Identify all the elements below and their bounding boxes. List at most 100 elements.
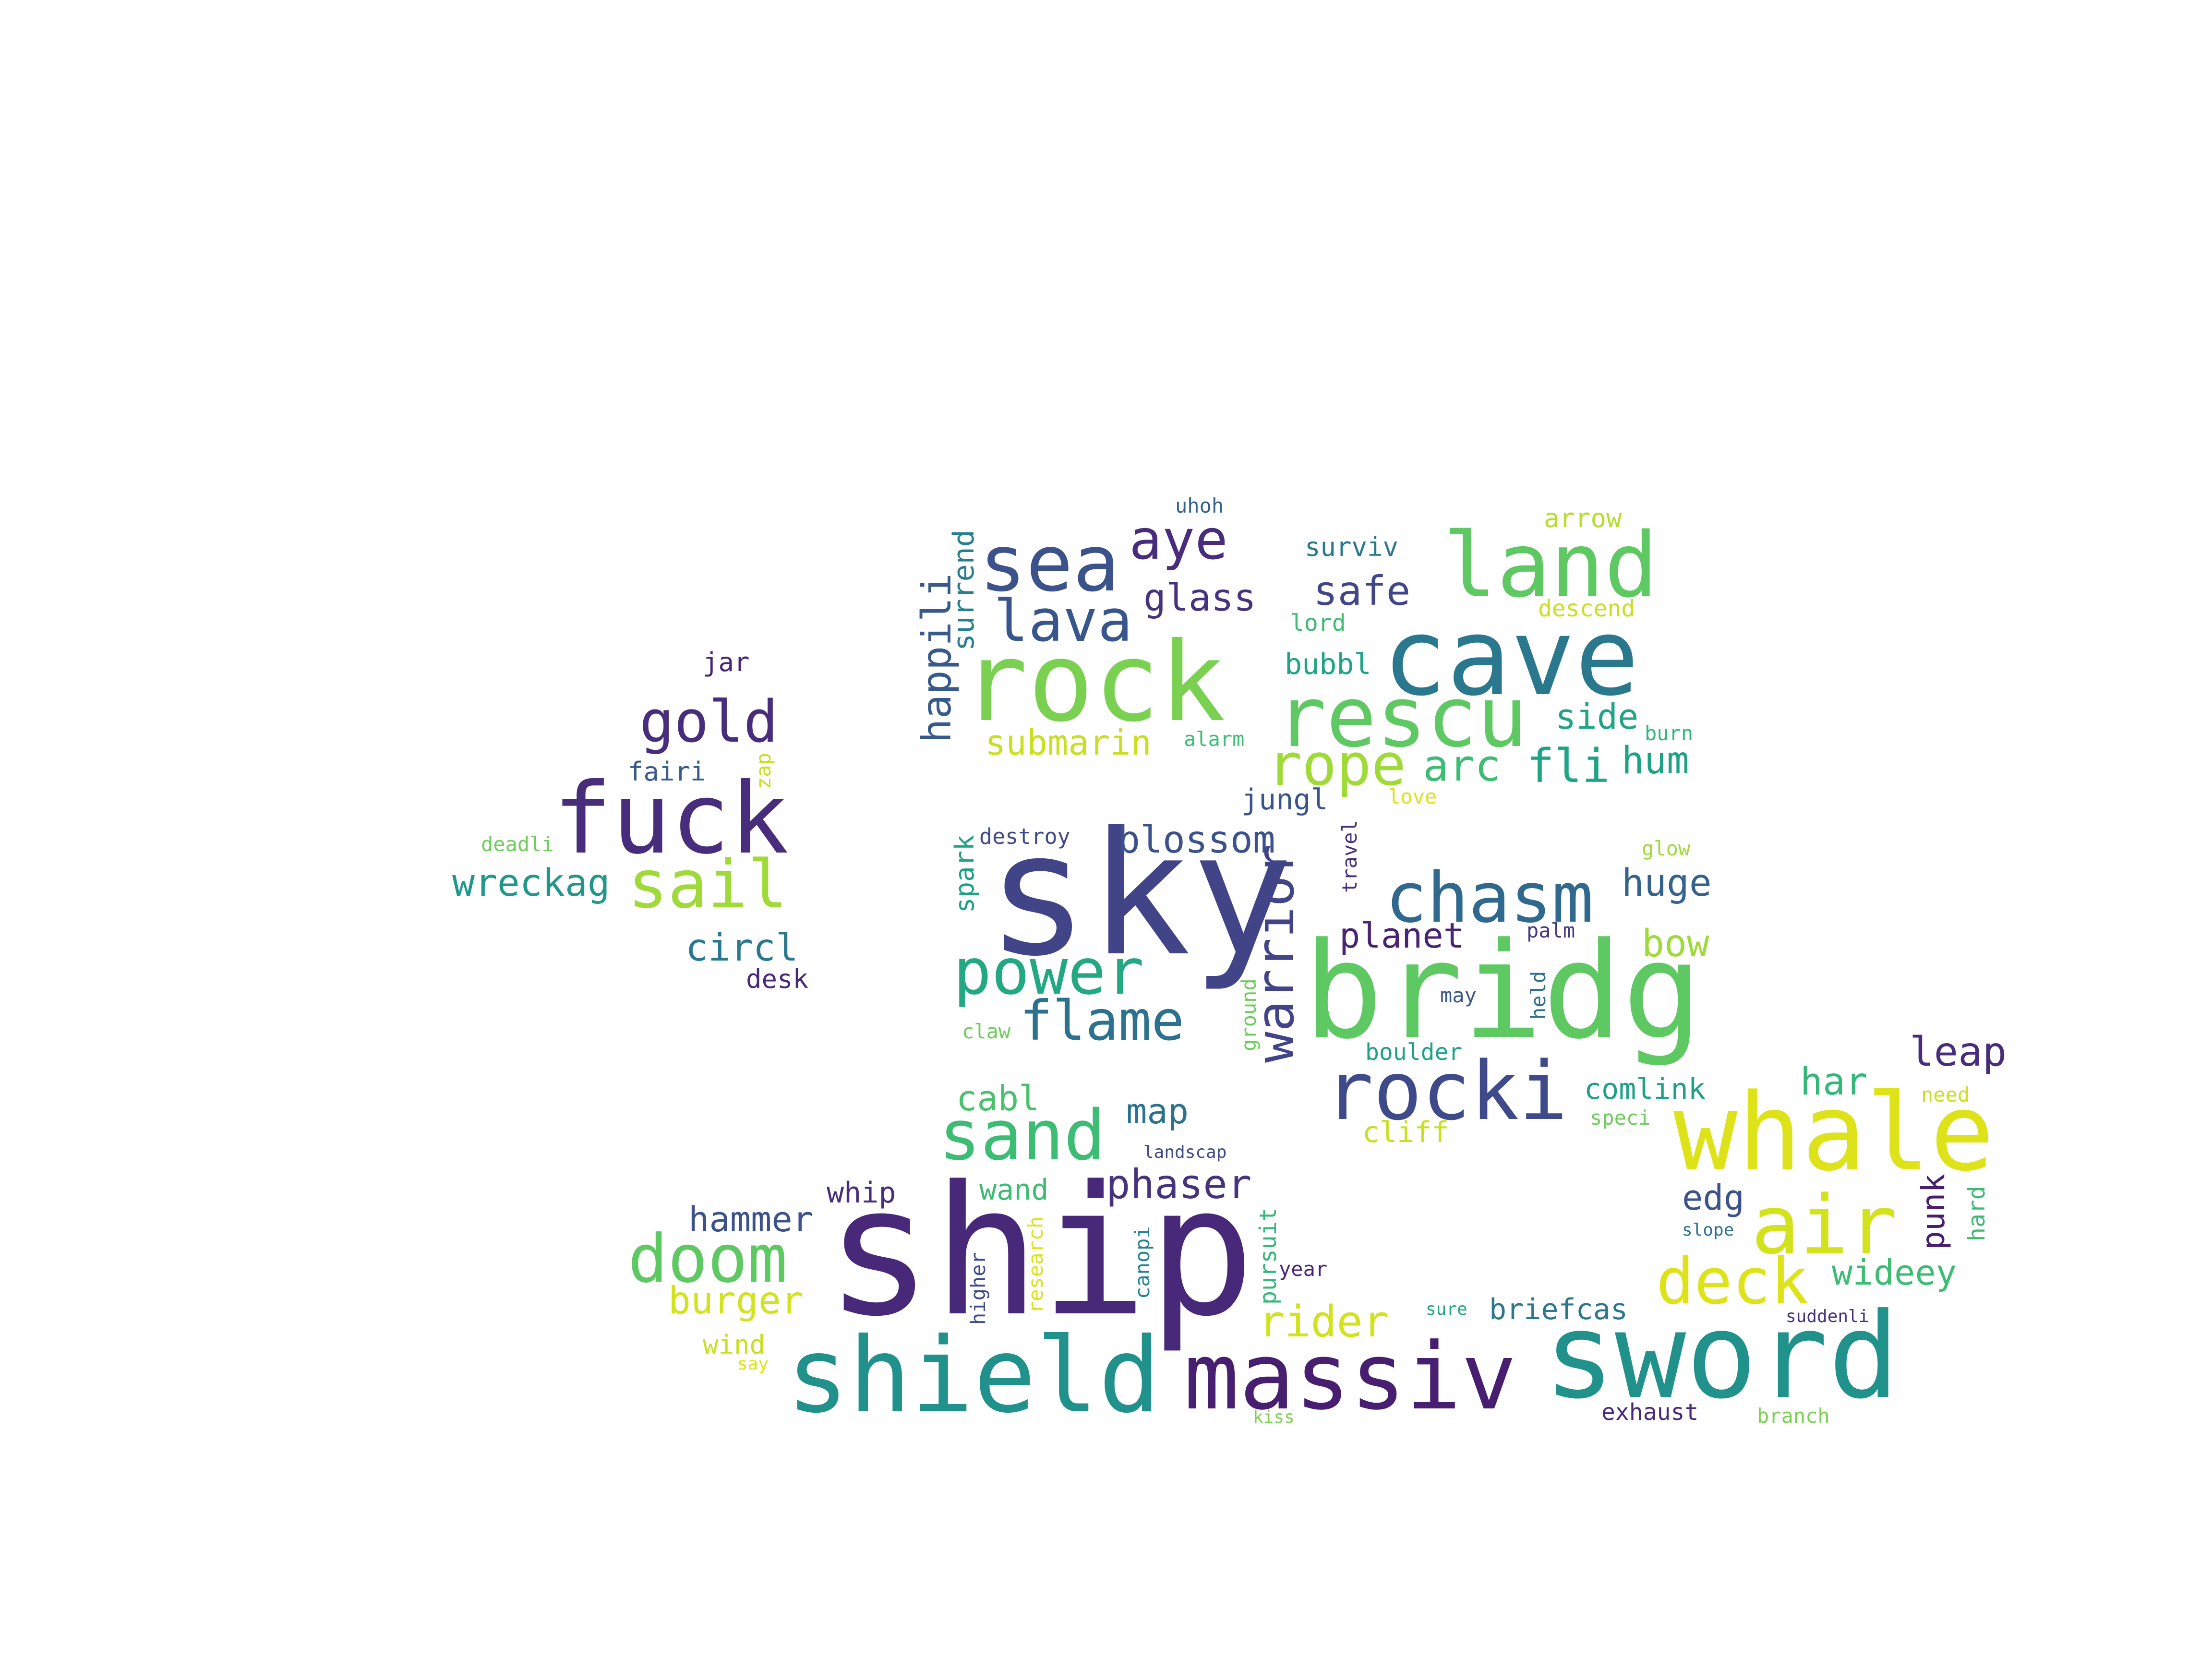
word-rock: rock [962,618,1226,746]
word-shield: shield [786,1315,1161,1436]
word-zap: zap [752,753,775,789]
word-warrior: warrior [1246,844,1306,1063]
word-branch: branch [1757,1404,1830,1428]
word-canopi: canopi [1130,1226,1154,1299]
word-jar: jar [703,647,750,677]
word-happili: happili [913,573,960,743]
word-fli: fli [1527,739,1610,793]
word-love: love [1388,785,1437,808]
word-bubbl: bubbl [1285,648,1371,681]
word-surrend: surrend [947,529,981,651]
word-destroy: destroy [979,824,1070,849]
word-gold: gold [639,689,778,756]
word-bow: bow [1642,922,1709,965]
word-safe: safe [1313,567,1410,614]
word-alarm: alarm [1184,727,1244,751]
word-cabl: cabl [956,1078,1039,1118]
word-flame: flame [1020,989,1184,1053]
word-doom: doom [628,1220,787,1298]
word-rider: rider [1259,1297,1389,1347]
word-blossom: blossom [1118,818,1275,862]
word-whale: whale [1673,1071,1994,1195]
word-arrow: arrow [1544,503,1622,533]
word-boulder: boulder [1365,1039,1462,1066]
word-arc: arc [1423,741,1501,791]
word-air: air [1751,1178,1897,1272]
word-sure: sure [1426,1299,1467,1319]
word-bridg: bridg [1303,914,1702,1069]
word-wand: wand [979,1173,1049,1207]
word-submarin: submarin [985,722,1152,763]
word-jungl: jungl [1241,783,1328,817]
word-pursuit: pursuit [1255,1208,1282,1305]
word-har: har [1800,1060,1868,1104]
word-say: say [737,1354,769,1374]
word-kiss: kiss [1253,1407,1295,1427]
word-sail: sail [628,846,787,923]
word-whip: whip [827,1176,896,1210]
word-glow: glow [1642,837,1691,860]
word-speci: speci [1590,1106,1650,1130]
word-massiv: massiv [1184,1323,1517,1431]
word-deadli: deadli [481,832,554,856]
word-glass: glass [1143,577,1256,620]
word-need: need [1921,1083,1970,1106]
word-briefcas: briefcas [1489,1293,1628,1326]
word-ship: ship [825,1148,1255,1356]
word-cave: cave [1382,596,1639,720]
word-hum: hum [1622,739,1689,782]
word-burn: burn [1645,721,1693,745]
word-huge: huge [1622,862,1712,905]
word-lord: lord [1290,610,1346,637]
word-sand: sand [939,1095,1106,1176]
word-year: year [1279,1257,1327,1281]
word-wideey: wideey [1832,1252,1957,1293]
word-fuck: fuck [553,762,789,876]
word-slope: slope [1682,1220,1734,1240]
word-spark: spark [950,835,980,913]
word-cliff: cliff [1362,1116,1449,1149]
word-edg: edg [1682,1178,1744,1218]
word-hammer: hammer [688,1199,813,1239]
word-lava: lava [994,588,1132,655]
word-exhaust: exhaust [1601,1399,1698,1426]
word-deck: deck [1656,1245,1809,1319]
word-land: land [1443,513,1658,617]
word-rope: rope [1267,732,1406,799]
word-hard: hard [1963,1186,1990,1241]
word-surviv: surviv [1305,532,1398,562]
word-chasm: chasm [1385,857,1593,938]
word-uhoh: uhoh [1175,494,1224,517]
word-palm: palm [1527,919,1575,942]
word-map: map [1126,1091,1189,1131]
word-rescu: rescu [1276,669,1527,766]
word-rocki: rocki [1325,1044,1568,1138]
word-desk: desk [746,964,808,994]
word-descend: descend [1538,595,1635,622]
word-power: power [953,935,1144,1009]
word-side: side [1555,697,1638,737]
word-suddenli: suddenli [1786,1307,1869,1326]
word-planet: planet [1339,915,1464,956]
word-wind: wind [703,1330,765,1360]
word-sword: sword [1544,1288,1899,1425]
word-ground: ground [1237,978,1261,1051]
word-held: held [1527,971,1550,1020]
word-travel: travel [1338,820,1361,893]
word-landscap: landscap [1143,1142,1226,1162]
word-punk: punk [1915,1174,1952,1250]
word-circl: circl [685,926,798,970]
word-fairi: fairi [628,757,706,787]
word-comlink: comlink [1584,1072,1706,1106]
word-sky: sky [986,796,1293,994]
word-may: may [1440,984,1477,1007]
word-higher: higher [966,1252,990,1325]
word-research: research [1024,1216,1047,1313]
word-aye: aye [1129,508,1228,572]
word-burger: burger [668,1279,804,1322]
word-phaser: phaser [1106,1161,1251,1208]
word-leap: leap [1910,1028,2007,1075]
word-wreckag: wreckag [452,862,610,905]
word-sea: sea [979,519,1120,609]
